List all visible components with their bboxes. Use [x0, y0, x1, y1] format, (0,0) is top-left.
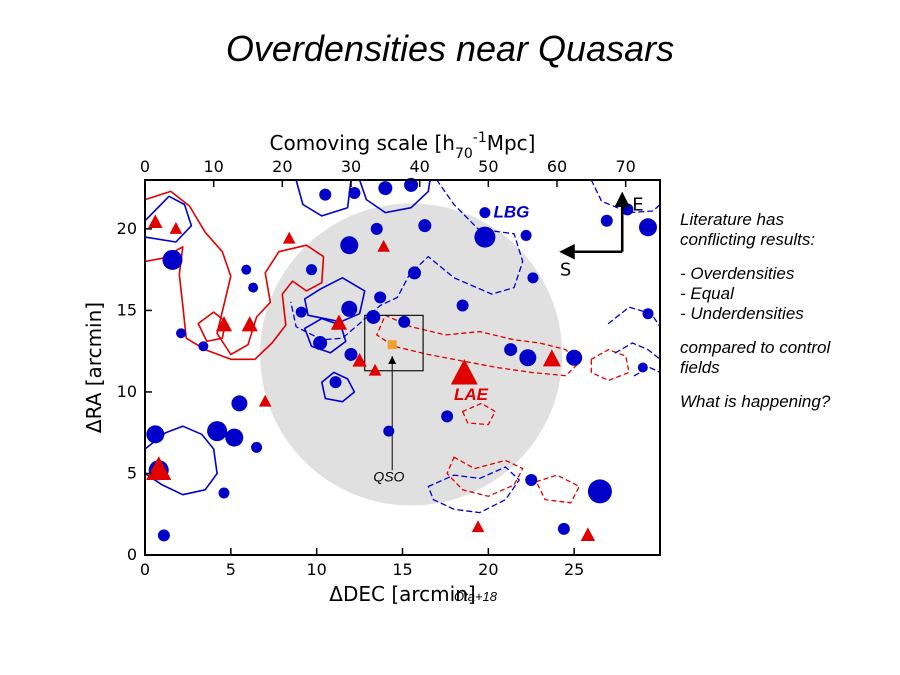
side-line5: What is happening?: [680, 392, 830, 411]
side-bullet-equal: - Equal: [680, 284, 734, 303]
svg-text:E: E: [632, 194, 643, 215]
slide-title: Overdensities near Quasars: [0, 28, 900, 70]
svg-text:QSO: QSO: [373, 469, 404, 485]
svg-text:5: 5: [226, 560, 236, 579]
svg-text:ΔRA [arcmin]: ΔRA [arcmin]: [82, 302, 106, 433]
svg-text:Ota+18: Ota+18: [454, 589, 498, 604]
side-bullet-under: - Underdensities: [680, 304, 804, 323]
svg-text:70: 70: [615, 157, 635, 176]
svg-text:0: 0: [140, 560, 150, 579]
chart-container: QSOESLBGLAE0510152025ΔDEC [arcmin]010203…: [80, 120, 670, 620]
svg-text:50: 50: [478, 157, 498, 176]
svg-text:15: 15: [392, 560, 412, 579]
svg-text:15: 15: [117, 300, 137, 319]
side-line1a: Literature has: [680, 210, 784, 229]
svg-text:10: 10: [306, 560, 326, 579]
side-line1b: conflicting results:: [680, 230, 815, 249]
svg-text:5: 5: [127, 463, 137, 482]
svg-text:20: 20: [478, 560, 498, 579]
svg-text:10: 10: [117, 382, 137, 401]
title-text: Overdensities near Quasars: [226, 28, 674, 69]
svg-text:LBG: LBG: [493, 203, 529, 222]
svg-text:20: 20: [117, 219, 137, 238]
sky-chart: QSOESLBGLAE0510152025ΔDEC [arcmin]010203…: [80, 120, 670, 620]
svg-text:60: 60: [547, 157, 567, 176]
svg-text:25: 25: [564, 560, 584, 579]
svg-text:0: 0: [127, 545, 137, 564]
side-line4a: compared to control: [680, 338, 830, 357]
svg-text:30: 30: [341, 157, 361, 176]
svg-text:40: 40: [409, 157, 429, 176]
svg-text:S: S: [560, 260, 571, 281]
sidebar-text: Literature has conflicting results: - Ov…: [680, 210, 890, 426]
svg-text:10: 10: [203, 157, 223, 176]
svg-text:20: 20: [272, 157, 292, 176]
side-line4b: fields: [680, 358, 720, 377]
svg-text:0: 0: [140, 157, 150, 176]
svg-text:LAE: LAE: [454, 385, 489, 404]
side-bullet-over: - Overdensities: [680, 264, 794, 283]
